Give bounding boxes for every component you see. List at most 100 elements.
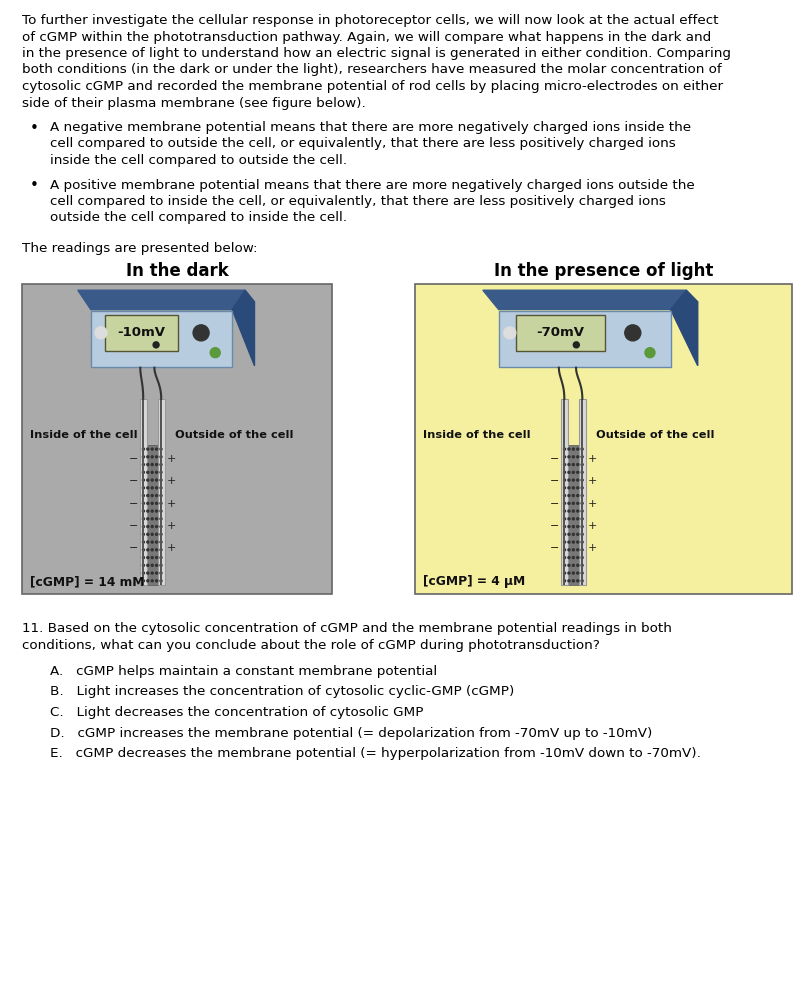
Circle shape — [568, 541, 570, 543]
Text: In the presence of light: In the presence of light — [494, 262, 713, 280]
Circle shape — [143, 448, 144, 450]
Circle shape — [573, 464, 574, 466]
Circle shape — [581, 517, 583, 519]
Circle shape — [564, 479, 565, 481]
Text: +: + — [167, 477, 176, 487]
Circle shape — [581, 495, 583, 496]
Circle shape — [577, 556, 578, 559]
Circle shape — [581, 472, 583, 474]
Circle shape — [581, 564, 583, 566]
Text: Outside of the cell: Outside of the cell — [175, 430, 294, 440]
Bar — [141, 445, 163, 585]
Circle shape — [156, 517, 158, 519]
Text: The readings are presented below:: The readings are presented below: — [22, 242, 258, 255]
Circle shape — [147, 564, 149, 566]
Circle shape — [156, 510, 158, 512]
Circle shape — [577, 517, 578, 519]
Circle shape — [581, 541, 583, 543]
Circle shape — [577, 525, 578, 527]
Text: in the presence of light to understand how an electric signal is generated in ei: in the presence of light to understand h… — [22, 47, 731, 60]
Text: −: − — [550, 454, 559, 464]
Circle shape — [564, 472, 565, 474]
Bar — [143, 399, 144, 585]
Circle shape — [504, 327, 516, 339]
Circle shape — [156, 502, 158, 504]
Bar — [563, 399, 565, 585]
Circle shape — [143, 533, 144, 535]
Text: +: + — [167, 543, 176, 553]
Text: 11. Based on the cytosolic concentration of cGMP and the membrane potential read: 11. Based on the cytosolic concentration… — [22, 622, 671, 635]
Circle shape — [577, 472, 578, 474]
Text: In the dark: In the dark — [126, 262, 228, 280]
Bar — [139, 399, 147, 585]
Circle shape — [151, 472, 153, 474]
Bar — [516, 315, 605, 351]
Circle shape — [564, 510, 565, 512]
Text: both conditions (in the dark or under the light), researchers have measured the : both conditions (in the dark or under th… — [22, 64, 722, 76]
Text: To further investigate the cellular response in photoreceptor cells, we will now: To further investigate the cellular resp… — [22, 14, 718, 27]
Circle shape — [143, 495, 144, 496]
Circle shape — [568, 510, 570, 512]
Circle shape — [143, 472, 144, 474]
Bar — [499, 311, 671, 366]
Text: −: − — [129, 498, 138, 508]
Circle shape — [143, 487, 144, 489]
Circle shape — [160, 572, 162, 574]
Circle shape — [151, 502, 153, 504]
Bar — [415, 284, 792, 594]
Circle shape — [160, 448, 162, 450]
Text: +: + — [587, 477, 597, 487]
Circle shape — [573, 472, 574, 474]
Circle shape — [143, 479, 144, 481]
Circle shape — [573, 541, 574, 543]
Circle shape — [160, 564, 162, 566]
Circle shape — [564, 502, 565, 504]
Circle shape — [568, 549, 570, 551]
Circle shape — [156, 487, 158, 489]
Text: Inside of the cell: Inside of the cell — [423, 430, 531, 440]
Circle shape — [581, 533, 583, 535]
Circle shape — [581, 556, 583, 559]
Circle shape — [564, 572, 565, 574]
Circle shape — [151, 495, 153, 496]
Polygon shape — [232, 290, 254, 365]
Circle shape — [160, 502, 162, 504]
Circle shape — [143, 572, 144, 574]
Text: Outside of the cell: Outside of the cell — [596, 430, 715, 440]
Text: −: − — [129, 543, 138, 553]
Bar — [582, 399, 583, 585]
Text: inside the cell compared to outside the cell.: inside the cell compared to outside the … — [50, 154, 347, 167]
Circle shape — [577, 495, 578, 496]
Text: cytosolic cGMP and recorded the membrane potential of rod cells by placing micro: cytosolic cGMP and recorded the membrane… — [22, 80, 723, 93]
Text: +: + — [587, 454, 597, 464]
Text: outside the cell compared to inside the cell.: outside the cell compared to inside the … — [50, 212, 347, 224]
Circle shape — [577, 541, 578, 543]
Circle shape — [581, 580, 583, 582]
Circle shape — [160, 487, 162, 489]
Circle shape — [156, 464, 158, 466]
Circle shape — [573, 564, 574, 566]
Circle shape — [581, 572, 583, 574]
Circle shape — [568, 564, 570, 566]
Circle shape — [564, 464, 565, 466]
Circle shape — [156, 580, 158, 582]
Circle shape — [147, 495, 149, 496]
Circle shape — [151, 464, 153, 466]
Text: A negative membrane potential means that there are more negatively charged ions : A negative membrane potential means that… — [50, 121, 691, 134]
Circle shape — [147, 479, 149, 481]
Text: +: + — [587, 498, 597, 508]
Circle shape — [156, 541, 158, 543]
Circle shape — [143, 517, 144, 519]
Circle shape — [573, 448, 574, 450]
Circle shape — [573, 510, 574, 512]
Bar — [561, 399, 568, 585]
Circle shape — [156, 549, 158, 551]
Circle shape — [160, 580, 162, 582]
Circle shape — [143, 580, 144, 582]
Circle shape — [573, 533, 574, 535]
Text: −: − — [550, 498, 559, 508]
Circle shape — [577, 549, 578, 551]
Text: [cGMP] = 4 μM: [cGMP] = 4 μM — [423, 575, 525, 588]
Circle shape — [568, 479, 570, 481]
Circle shape — [581, 456, 583, 458]
